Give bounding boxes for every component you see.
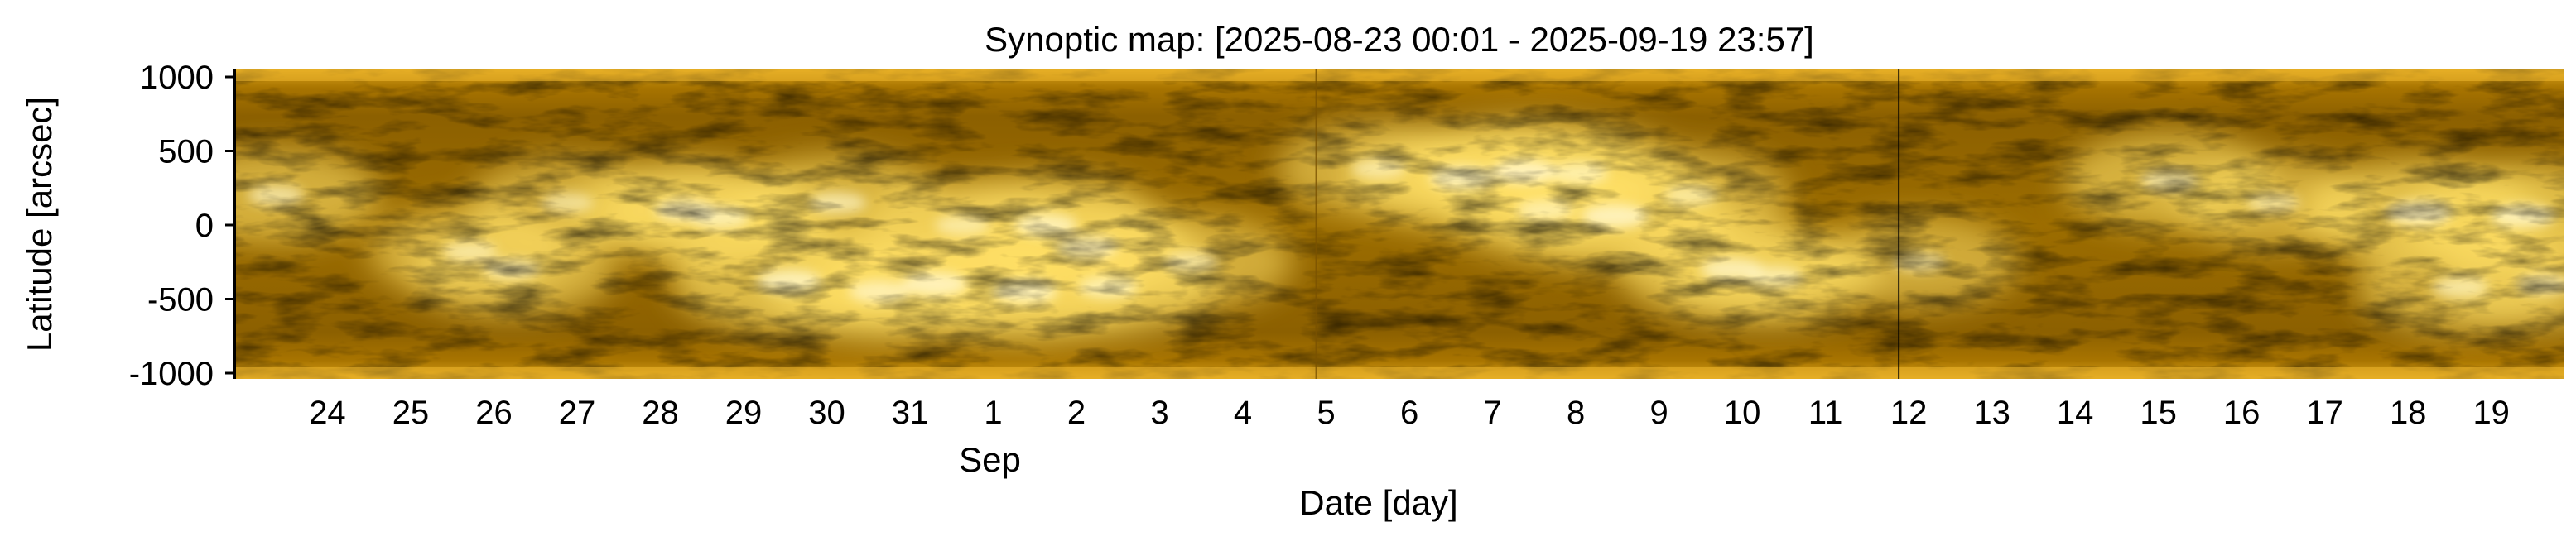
x-tick-label: 9 [1649,395,1668,431]
x-tick-label: 28 [642,395,679,431]
x-month-label: Sep [959,440,1021,479]
x-axis-label: Date [day] [1299,483,1457,522]
x-tick-label: 6 [1400,395,1418,431]
x-tick-label: 12 [1890,395,1928,431]
y-tick-label: 0 [195,208,214,244]
y-tick-label: 500 [158,134,214,170]
x-tick-label: 1 [984,395,1002,431]
x-tick-label: 11 [1808,395,1843,431]
polar-band-bottom [234,367,2564,379]
y-tick-label: 1000 [140,60,214,96]
marker-lines [1315,69,1900,379]
x-tick-label: 17 [2306,395,2343,431]
x-tick-label: 5 [1317,395,1335,431]
x-tick-label: 30 [808,395,845,431]
x-tick-label: 19 [2472,395,2510,431]
chart-title: Synoptic map: [2025-08-23 00:01 - 2025-0… [985,20,1814,59]
y-tick-label: -1000 [129,356,214,392]
y-tick-label: -500 [147,282,214,318]
x-tick-label: 10 [1724,395,1761,431]
x-tick-label: 2 [1067,395,1086,431]
x-tick-label: 25 [392,395,430,431]
y-axis-label: Latitude [arcsec] [20,97,59,352]
x-tick-label: 8 [1567,395,1585,431]
x-tick-label: 29 [725,395,763,431]
x-tick-label: 4 [1234,395,1252,431]
x-tick-label: 31 [892,395,929,431]
x-tick-label: 13 [1973,395,2010,431]
y-axis-ticks: 1000 500 0 -500 -1000 [129,60,234,392]
x-tick-label: 14 [2057,395,2094,431]
plot-area [234,69,2564,379]
x-tick-label: 18 [2390,395,2427,431]
x-tick-label: 15 [2140,395,2177,431]
x-tick-label: 24 [309,395,346,431]
x-tick-label: 16 [2223,395,2261,431]
x-tick-label: 26 [475,395,513,431]
map-texture [234,69,2564,379]
polar-band-top [234,69,2564,81]
x-tick-label: 27 [559,395,596,431]
x-tick-label: 3 [1150,395,1168,431]
x-axis-ticks: 24 25 26 27 28 29 30 31 1 2 3 4 5 6 7 8 9 10 11 12 13 14 15 16 1… [309,395,2510,431]
x-tick-label: 7 [1483,395,1501,431]
